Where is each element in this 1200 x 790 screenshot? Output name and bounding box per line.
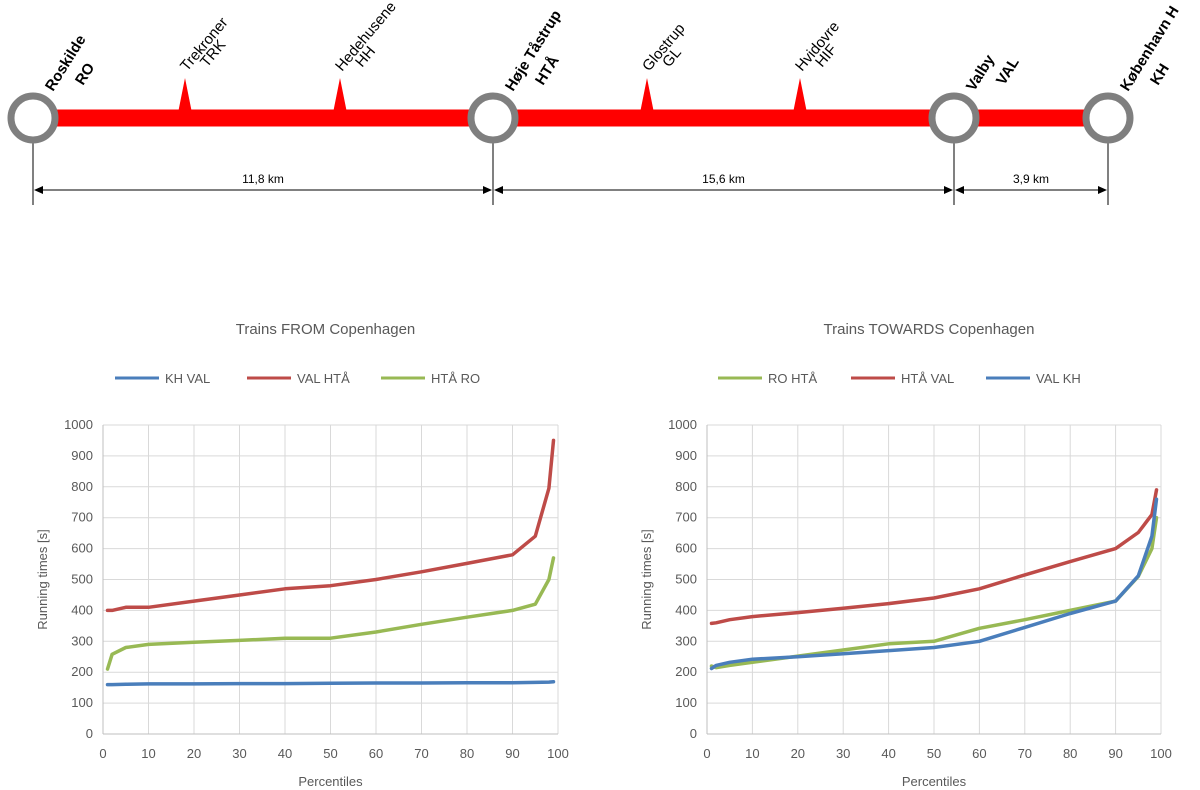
y-tick-label: 500: [675, 572, 697, 587]
x-tick-label: 80: [460, 746, 474, 761]
major-station-name: Valby: [963, 51, 999, 94]
distance-arrow-head: [944, 186, 953, 194]
series-line: [709, 497, 1159, 671]
y-axis-title: Running times [s]: [639, 529, 654, 629]
minor-station-name: Glostrup: [639, 20, 688, 74]
x-tick-label: 80: [1063, 746, 1077, 761]
y-tick-label: 300: [71, 633, 93, 648]
distance-label: 15,6 km: [702, 172, 745, 186]
x-tick-label: 60: [369, 746, 383, 761]
major-station-circle: [1082, 92, 1134, 144]
chart-towards-copenhagen: Trains TOWARDS Copenhagen RO HTÅ HTÅ VAL VA…: [639, 321, 1172, 789]
y-tick-label: 400: [71, 602, 93, 617]
y-tick-label: 900: [71, 448, 93, 463]
x-tick-label: 70: [1018, 746, 1032, 761]
distance-arrow-head: [483, 186, 492, 194]
major-station-circle: [467, 92, 519, 144]
distance-arrow-head: [34, 186, 43, 194]
minor-station-marker: [792, 78, 808, 118]
series-line: [709, 488, 1159, 626]
x-tick-label: 40: [881, 746, 895, 761]
minor-station-marker: [639, 78, 655, 118]
x-tick-label: 100: [1150, 746, 1172, 761]
y-tick-label: 600: [71, 541, 93, 556]
minor-station-marker: [332, 78, 348, 118]
y-tick-label: 1000: [668, 417, 697, 432]
legend-label: RO HTÅ: [768, 371, 817, 386]
x-tick-label: 0: [703, 746, 710, 761]
x-tick-label: 70: [414, 746, 428, 761]
y-tick-label: 900: [675, 448, 697, 463]
y-tick-label: 1000: [64, 417, 93, 432]
y-tick-label: 800: [675, 479, 697, 494]
y-axis-title: Running times [s]: [35, 529, 50, 629]
distance-label: 3,9 km: [1013, 172, 1049, 186]
y-tick-label: 200: [675, 664, 697, 679]
x-tick-label: 20: [791, 746, 805, 761]
distance-arrow-head: [955, 186, 964, 194]
y-tick-label: 200: [71, 664, 93, 679]
minor-station-name: Hvidovre: [792, 18, 843, 74]
x-tick-label: 100: [547, 746, 569, 761]
series-line: [105, 556, 556, 671]
x-tick-label: 90: [505, 746, 519, 761]
chart-title: Trains FROM Copenhagen: [236, 321, 416, 338]
distance-label: 11,8 km: [242, 172, 284, 186]
x-tick-label: 50: [927, 746, 941, 761]
legend-label: VAL KH: [1036, 371, 1081, 386]
major-station-code: KH: [1147, 61, 1173, 88]
distance-arrow-head: [494, 186, 503, 194]
y-tick-label: 0: [690, 726, 697, 741]
y-tick-label: 600: [675, 541, 697, 556]
y-tick-label: 300: [675, 633, 697, 648]
x-axis-title: Percentiles: [298, 774, 363, 789]
legend-label: HTÅ RO: [431, 371, 480, 386]
x-tick-label: 40: [278, 746, 292, 761]
x-tick-label: 90: [1108, 746, 1122, 761]
major-station-code: VAL: [993, 55, 1023, 89]
x-tick-label: 30: [232, 746, 246, 761]
y-tick-label: 700: [675, 510, 697, 525]
y-tick-label: 800: [71, 479, 93, 494]
minor-station-marker: [177, 78, 193, 118]
y-tick-label: 700: [71, 510, 93, 525]
x-tick-label: 20: [187, 746, 201, 761]
major-station-circle: [7, 92, 59, 144]
chart-from-copenhagen: Trains FROM Copenhagen KH VAL VAL HTÅ HTÅ R…: [35, 321, 569, 789]
x-tick-label: 0: [99, 746, 106, 761]
x-axis-title: Percentiles: [902, 774, 967, 789]
legend-label: KH VAL: [165, 371, 210, 386]
y-tick-label: 400: [675, 602, 697, 617]
major-station-circle: [928, 92, 980, 144]
legend-label: VAL HTÅ: [297, 371, 350, 386]
y-tick-label: 0: [86, 726, 93, 741]
y-tick-label: 100: [675, 695, 697, 710]
y-tick-label: 100: [71, 695, 93, 710]
x-tick-label: 10: [141, 746, 155, 761]
legend-label: HTÅ VAL: [901, 371, 954, 386]
chart-title: Trains TOWARDS Copenhagen: [824, 321, 1035, 338]
distance-arrow-head: [1098, 186, 1107, 194]
series-line: [105, 438, 556, 613]
x-tick-label: 60: [972, 746, 986, 761]
major-station-code: RO: [72, 60, 99, 88]
x-tick-label: 30: [836, 746, 850, 761]
x-tick-label: 50: [323, 746, 337, 761]
series-line: [105, 680, 556, 687]
y-tick-label: 500: [71, 572, 93, 587]
x-tick-label: 10: [745, 746, 759, 761]
